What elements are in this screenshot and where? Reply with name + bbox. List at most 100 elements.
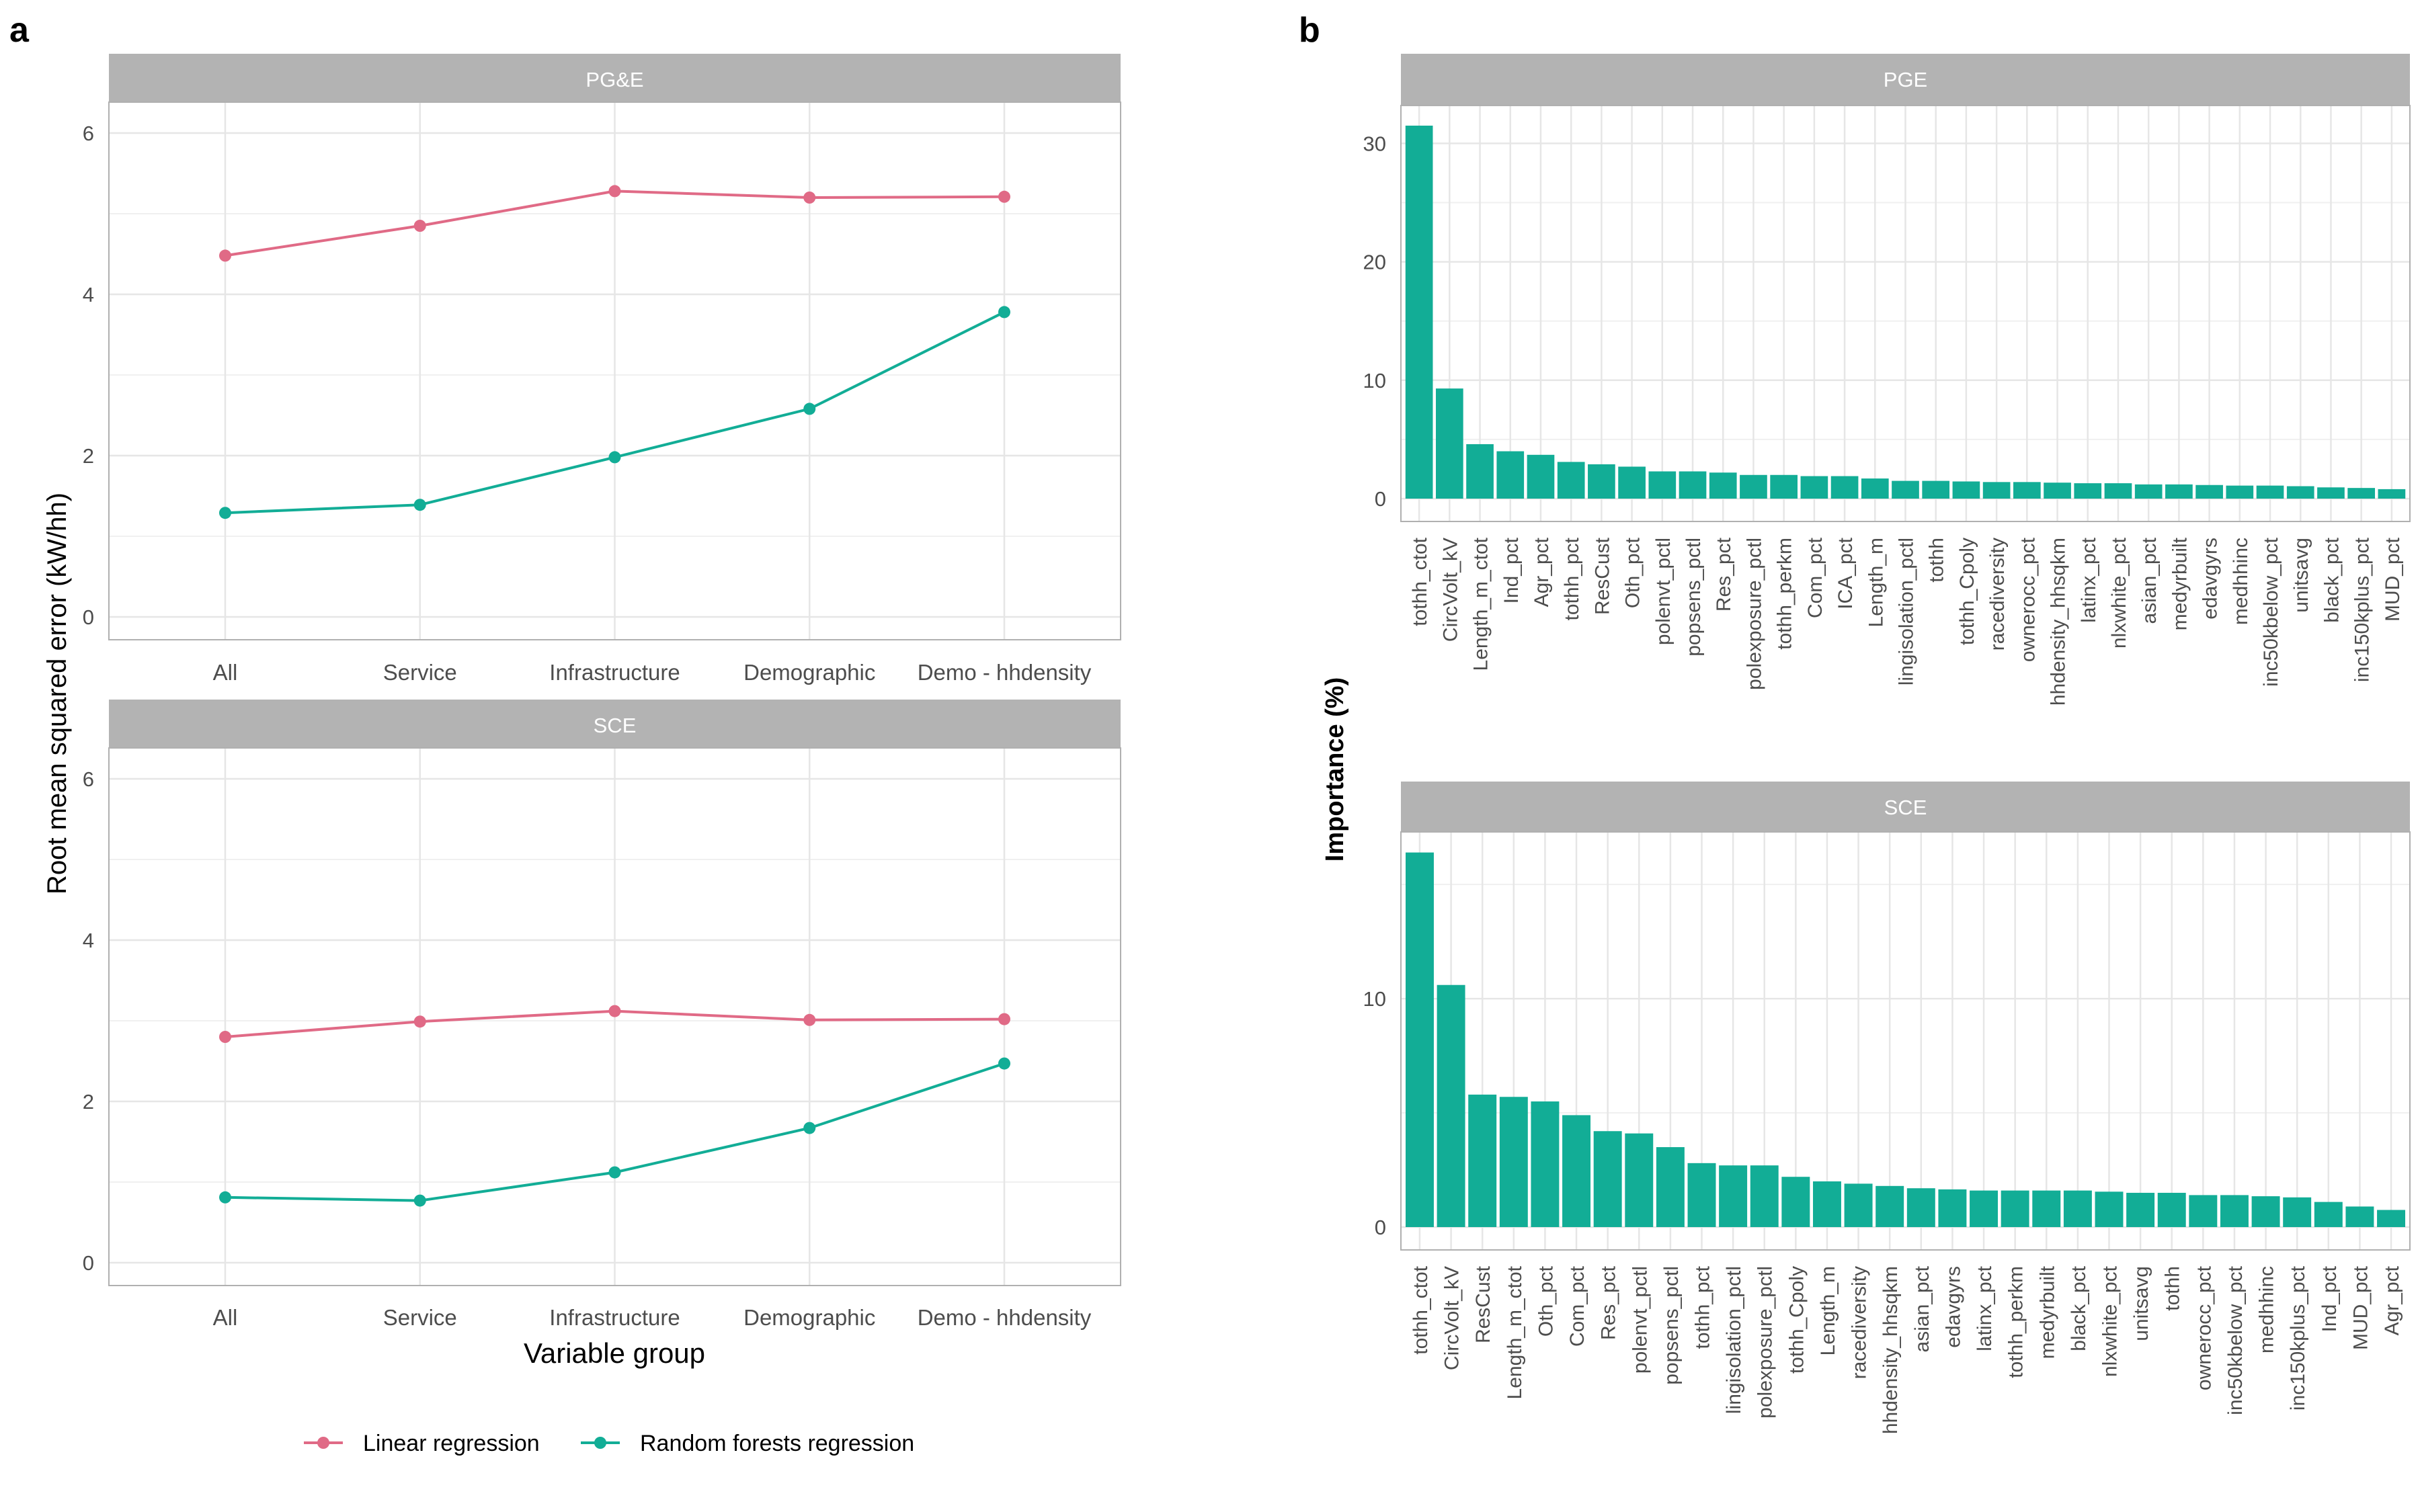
y-tick-label: 10 — [1363, 987, 1386, 1011]
facet-strip — [109, 700, 1121, 748]
x-tick-label: Infrastructure — [549, 660, 680, 685]
bar — [2074, 483, 2102, 499]
y-tick-label: 30 — [1363, 132, 1386, 155]
x-tick-label: Agr_pct — [2381, 1265, 2403, 1335]
x-tick-label: Demographic — [743, 660, 875, 685]
data-point — [413, 220, 426, 232]
y-tick-label: 2 — [83, 444, 94, 468]
bar — [1466, 444, 1494, 499]
bar — [2377, 1210, 2406, 1227]
x-tick-label: Length_m_ctot — [1470, 537, 1492, 671]
bar — [1970, 1190, 1999, 1227]
line-panel-2: SCE 0 2 4 6 All Service Infrastructure Demograph… — [83, 700, 1121, 1330]
x-tick-label: Demo - hhdensity — [918, 660, 1092, 685]
x-tick-label: inc150kplus_pct — [2351, 537, 2374, 682]
facet-strip-label: PG&E — [586, 68, 643, 91]
bar — [1740, 474, 1767, 499]
y-axis-title: Importance (%) — [1321, 677, 1349, 862]
x-tick-label: Length_m — [1817, 1266, 1839, 1355]
legend-label: Linear regression — [363, 1431, 540, 1456]
x-tick-label: inc150kplus_pct — [2287, 1265, 2309, 1411]
x-tick-label: tothh — [1926, 538, 1948, 583]
x-tick-label: ICA_pct — [1834, 537, 1857, 609]
bar — [2347, 488, 2376, 499]
x-tick-label: Ind_pct — [2318, 1265, 2341, 1332]
bar — [2104, 483, 2132, 499]
bar — [1938, 1189, 1967, 1227]
legend-label: Random forests regression — [640, 1431, 914, 1456]
data-point — [803, 403, 816, 415]
bar — [1781, 1177, 1810, 1227]
x-tick-label: tothh_ctot — [1410, 1265, 1432, 1354]
bar — [1906, 1188, 1935, 1227]
bar — [1468, 1094, 1497, 1227]
bar — [2165, 484, 2193, 499]
y-tick-label: 10 — [1363, 369, 1386, 392]
x-tick-label: inc50kbelow_pct — [2260, 537, 2282, 686]
x-tick-label: polenvt_pctl — [1629, 1266, 1651, 1374]
x-tick-label: ownerocc_pct — [2017, 537, 2039, 662]
bar — [1800, 476, 1828, 499]
bar — [1405, 125, 1433, 499]
data-point — [413, 499, 426, 511]
bar — [1648, 471, 1677, 499]
y-tick-label: 6 — [83, 122, 94, 145]
bar — [1437, 984, 1465, 1227]
x-tick-label: MUD_pct — [2382, 537, 2404, 622]
x-tick-label: CircVolt_kV — [1441, 1266, 1463, 1370]
bar — [2013, 482, 2041, 499]
x-tick-label: inc50kbelow_pct — [2224, 1265, 2247, 1415]
x-tick-label: black_pct — [2321, 537, 2343, 622]
bar — [1719, 1165, 1748, 1227]
x-tick-label: Res_pct — [1598, 1265, 1620, 1340]
bar — [2283, 1197, 2312, 1227]
bar — [2095, 1191, 2124, 1227]
bar — [1812, 1181, 1841, 1227]
bar — [2063, 1190, 2092, 1227]
data-point — [219, 1191, 231, 1204]
x-tick-label: Service — [383, 660, 457, 685]
bar — [1770, 474, 1798, 499]
data-point — [608, 1005, 621, 1017]
x-tick-label: tothh_pct — [1561, 537, 1583, 620]
bar — [1496, 451, 1525, 499]
x-tick-label: All — [213, 1305, 238, 1330]
x-axis-title: Variable group — [524, 1337, 705, 1369]
x-tick-label: Demographic — [743, 1305, 875, 1330]
x-tick-label: medhhinc — [2256, 1266, 2278, 1353]
bar — [1593, 1131, 1622, 1227]
x-tick-label: lingisolation_pctl — [1723, 1266, 1745, 1414]
data-point — [608, 451, 621, 464]
panel-border — [1400, 831, 2411, 1251]
y-tick-label: 6 — [83, 767, 94, 791]
x-tick-label: Length_m_ctot — [1504, 1265, 1526, 1399]
bar-panel-1: PGE 0 10 20 30 tothh_ctot CircVolt_kV Length_m_… — [1363, 54, 2411, 706]
x-tick-label: medyrbuilt — [2169, 537, 2191, 630]
data-point — [803, 1122, 816, 1134]
bar-panel-2: SCE 0 10 tothh_ctot CircVolt_kV ResCust Length… — [1363, 782, 2411, 1434]
x-tick-label: tothh_pct — [1692, 1265, 1714, 1349]
bar — [1922, 480, 1950, 499]
x-tick-label: ResCust — [1472, 1265, 1494, 1343]
y-tick-label: 4 — [83, 929, 94, 952]
x-tick-label: Demo - hhdensity — [918, 1305, 1092, 1330]
bar — [2251, 1196, 2280, 1227]
x-tick-label: edavgyrs — [1942, 1266, 1964, 1348]
x-tick-label: edavgyrs — [2200, 538, 2222, 620]
data-point — [803, 1013, 816, 1026]
bar — [1830, 476, 1859, 499]
bar — [1405, 852, 1434, 1227]
x-tick-label: tothh_perkm — [1774, 538, 1796, 650]
x-tick-label: Length_m — [1865, 538, 1887, 627]
bar — [1952, 481, 1980, 499]
x-tick-label: Infrastructure — [549, 1305, 680, 1330]
bar — [1557, 462, 1585, 499]
panel-label-b: b — [1299, 11, 1320, 50]
facet-strip — [109, 54, 1121, 102]
panel-border — [108, 101, 1121, 640]
bar — [2032, 1190, 2061, 1227]
bar — [2226, 485, 2254, 499]
y-tick-label: 0 — [83, 1251, 94, 1275]
bar — [1618, 466, 1646, 499]
